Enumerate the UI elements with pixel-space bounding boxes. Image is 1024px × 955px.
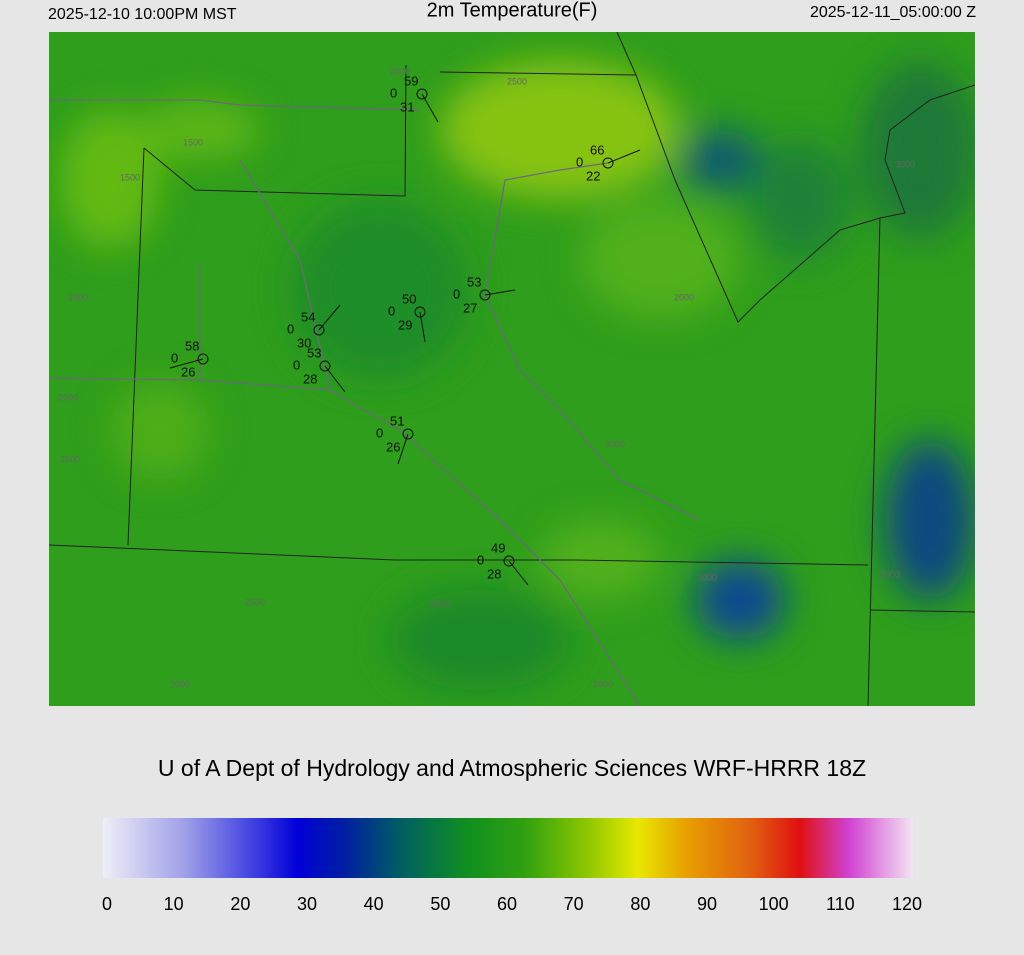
station-dewpoint: 26 [386,439,400,454]
contour-label: 2500 [507,76,527,86]
colorbar-tick-label: 110 [826,894,855,914]
temperature-field [60,60,975,690]
colorbar-tick-label: 40 [364,894,384,914]
contour-label: 2000 [674,292,694,302]
station-circle [313,324,325,336]
colorbar-tick-label: 50 [430,894,450,914]
station-pressure: 0 [477,552,484,567]
station-dewpoint: 29 [398,317,412,332]
station-temp: 59 [404,73,418,88]
wind-barb [607,149,641,164]
station-temp: 49 [491,540,505,555]
contour-labels: 1500 1500 1500 2000 2000 2000 2000 2000 2500 2500… [58,66,915,689]
station-circle [416,88,428,100]
colorbar-tick-label: 70 [564,894,584,914]
station-temp: 66 [590,142,604,157]
station-dewpoint: 31 [400,99,414,114]
station-dewpoint: 27 [463,300,477,315]
station-dewpoint: 28 [303,371,317,386]
valid-local: 2025-12-10 10:00PM MST [48,6,237,23]
station-circle [402,428,414,440]
borders [49,32,975,706]
roads [49,99,701,706]
station-pressure: 0 [576,154,583,169]
station-plots: 5903166022530275002954030580265302851026… [169,73,641,586]
contour-label: 2000 [390,66,410,76]
colorbar-tick-label: 90 [697,894,717,914]
station-pressure: 0 [287,321,294,336]
colorbar-tick-label: 80 [630,894,650,914]
wind-barb [169,358,204,369]
footer: U of A Dept of Hydrology and Atmospheric… [158,755,866,781]
station-circle [503,555,515,567]
station-pressure: 0 [376,425,383,440]
valid-utc: 2025-12-11_05:00:00 Z [810,4,976,21]
station-circle [319,360,331,372]
colorbar-tick-label: 120 [892,894,922,914]
station-temp: 53 [467,274,481,289]
station-temp: 51 [390,413,404,428]
colorbar-tick-label: 100 [759,894,789,914]
station-temp: 50 [402,291,416,306]
contour-label: 1500 [183,137,203,147]
contour-label: 2000 [58,392,78,402]
contour-label: 3000 [895,159,915,169]
contour-label: 2000 [593,679,613,689]
station-circle [602,157,614,169]
colorbar-tick-label: 30 [297,894,317,914]
colorbar-tick-label: 20 [230,894,250,914]
station-temp: 54 [301,309,315,324]
contour-label: 3000 [605,439,625,449]
station-circle [414,306,426,318]
station-temp: 58 [185,338,199,353]
contour-label: 1500 [120,172,140,182]
contour-label: 2500 [245,597,265,607]
contour-label: 2500 [430,599,450,609]
station-pressure: 0 [293,357,300,372]
station-circle [197,353,209,365]
station-dewpoint: 22 [586,168,600,183]
station-dewpoint: 26 [181,364,195,379]
station-temp: 53 [307,345,321,360]
contour-label: 3000 [880,569,900,579]
colorbar [103,818,913,878]
station-pressure: 0 [388,303,395,318]
colorbar-ticks: 0 10 20 30 40 50 60 70 80 90 100 110 120 [102,894,922,914]
colorbar-tick-label: 60 [497,894,517,914]
station-dewpoint: 28 [487,566,501,581]
station-pressure: 0 [390,85,397,100]
station-dewpoint: 30 [297,335,311,350]
station-circle [479,289,491,301]
station-pressure: 0 [171,350,178,365]
station-pressure: 0 [453,286,460,301]
map [49,32,975,706]
contour-label: 2500 [60,454,80,464]
colorbar-tick-label: 0 [102,894,112,914]
title: 2m Temperature(F) [427,0,598,21]
contour-label: 3000 [697,572,717,582]
contour-label: 2000 [170,679,190,689]
contour-label: 1500 [68,292,88,302]
colorbar-tick-label: 10 [164,894,184,914]
